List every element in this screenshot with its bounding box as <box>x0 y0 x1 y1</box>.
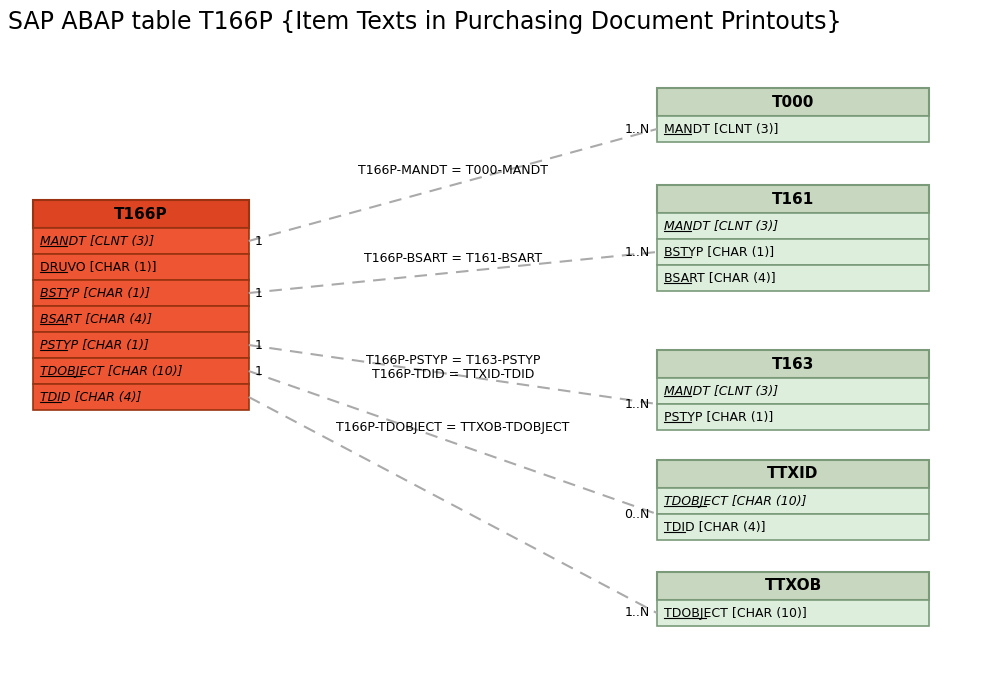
Bar <box>33 384 249 410</box>
Text: BSTYP [CHAR (1)]: BSTYP [CHAR (1)] <box>664 246 774 259</box>
Text: 0..N: 0..N <box>624 508 649 521</box>
Text: T166P-PSTYP = T163-PSTYP: T166P-PSTYP = T163-PSTYP <box>365 354 540 367</box>
Text: 1: 1 <box>254 235 262 248</box>
Bar <box>33 254 249 280</box>
Text: T166P: T166P <box>114 206 168 222</box>
Bar <box>656 265 928 291</box>
Text: TTXOB: TTXOB <box>763 579 820 594</box>
Text: T166P-TDID = TTXID-TDID: T166P-TDID = TTXID-TDID <box>371 367 534 380</box>
Text: DRUVO [CHAR (1)]: DRUVO [CHAR (1)] <box>40 261 156 274</box>
Bar <box>656 88 928 116</box>
Bar <box>656 404 928 430</box>
Text: BSART [CHAR (4)]: BSART [CHAR (4)] <box>40 312 152 325</box>
Text: 1..N: 1..N <box>624 398 649 411</box>
Text: PSTYP [CHAR (1)]: PSTYP [CHAR (1)] <box>40 338 149 352</box>
Bar <box>656 213 928 239</box>
Text: BSART [CHAR (4)]: BSART [CHAR (4)] <box>664 272 775 285</box>
Bar <box>33 228 249 254</box>
Text: TDID [CHAR (4)]: TDID [CHAR (4)] <box>40 391 141 403</box>
Bar <box>656 116 928 142</box>
Text: 1: 1 <box>254 365 262 378</box>
Text: T000: T000 <box>771 94 813 109</box>
Text: MANDT [CLNT (3)]: MANDT [CLNT (3)] <box>40 235 154 248</box>
Text: 1..N: 1..N <box>624 607 649 619</box>
Bar <box>656 572 928 600</box>
Text: MANDT [CLNT (3)]: MANDT [CLNT (3)] <box>664 122 778 136</box>
Bar <box>656 600 928 626</box>
Text: 1..N: 1..N <box>624 122 649 136</box>
Bar <box>656 239 928 265</box>
Text: T166P-MANDT = T000-MANDT: T166P-MANDT = T000-MANDT <box>357 164 548 177</box>
Bar <box>656 460 928 488</box>
Text: TTXID: TTXID <box>766 466 817 482</box>
Text: BSTYP [CHAR (1)]: BSTYP [CHAR (1)] <box>40 286 150 299</box>
Text: T166P-BSART = T161-BSART: T166P-BSART = T161-BSART <box>363 252 542 264</box>
Bar <box>33 358 249 384</box>
Text: PSTYP [CHAR (1)]: PSTYP [CHAR (1)] <box>664 411 773 424</box>
Bar <box>656 488 928 514</box>
Bar <box>656 185 928 213</box>
Text: MANDT [CLNT (3)]: MANDT [CLNT (3)] <box>664 219 777 233</box>
Text: T161: T161 <box>771 191 813 206</box>
Text: SAP ABAP table T166P {Item Texts in Purchasing Document Printouts}: SAP ABAP table T166P {Item Texts in Purc… <box>7 10 841 34</box>
Bar <box>33 200 249 228</box>
Text: TDOBJECT [CHAR (10)]: TDOBJECT [CHAR (10)] <box>664 495 806 508</box>
Bar <box>33 306 249 332</box>
Text: 1: 1 <box>254 286 262 299</box>
Text: T166P-TDOBJECT = TTXOB-TDOBJECT: T166P-TDOBJECT = TTXOB-TDOBJECT <box>336 422 569 435</box>
Text: 1: 1 <box>254 338 262 352</box>
Text: TDID [CHAR (4)]: TDID [CHAR (4)] <box>664 521 765 533</box>
Bar <box>33 332 249 358</box>
Text: TDOBJECT [CHAR (10)]: TDOBJECT [CHAR (10)] <box>664 607 806 619</box>
Bar <box>33 280 249 306</box>
Bar <box>656 378 928 404</box>
Bar <box>656 514 928 540</box>
Text: TDOBJECT [CHAR (10)]: TDOBJECT [CHAR (10)] <box>40 365 183 378</box>
Bar <box>656 350 928 378</box>
Text: T163: T163 <box>771 356 813 372</box>
Text: 1..N: 1..N <box>624 246 649 259</box>
Text: MANDT [CLNT (3)]: MANDT [CLNT (3)] <box>664 385 777 398</box>
